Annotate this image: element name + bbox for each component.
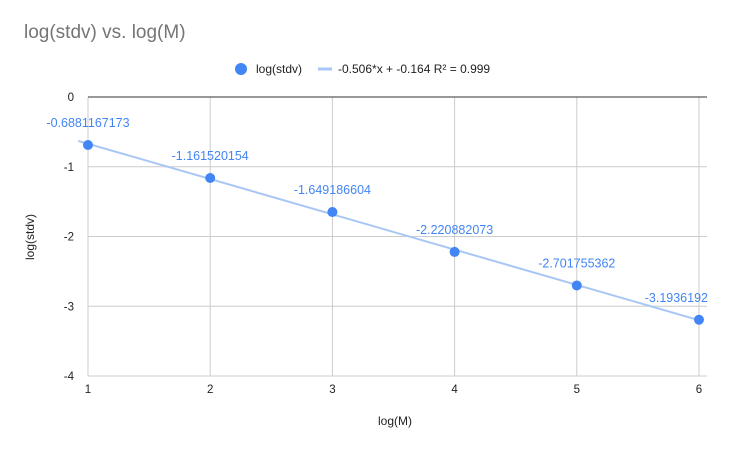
data-point[interactable] [327,207,338,218]
grid-lines [87,97,707,377]
tick-labels: 0 -1 -2 -3 -4 1 2 3 4 5 6 [64,92,702,396]
data-point[interactable] [205,173,216,184]
legend[interactable]: log(stdv) -0.506*x + -0.164 R² = 0.999 [235,62,490,76]
data-labels: -0.6881167173 -1.161520154 -1.649186604 -2.… [46,116,708,305]
y-tick-label: 0 [68,92,74,104]
data-points [83,139,704,325]
data-label: -1.649186604 [294,183,371,197]
legend-trend-label: -0.506*x + -0.164 R² = 0.999 [338,62,490,76]
data-label: -3.1936192 [645,291,708,305]
x-axis-label: log(M) [378,414,412,428]
data-label: -2.701755362 [538,256,615,270]
data-point[interactable] [83,139,93,150]
data-point[interactable] [694,314,704,325]
y-tick-label: -3 [64,301,74,313]
data-label: -2.220882073 [416,223,493,237]
data-label: -0.6881167173 [46,116,129,130]
trendline-group [77,139,702,322]
data-point[interactable] [449,246,460,257]
y-tick-label: -2 [64,232,74,244]
x-tick-label: 4 [451,384,458,396]
x-tick-label: 5 [574,384,580,396]
x-tick-label: 6 [696,384,702,396]
legend-series-marker [235,63,247,75]
x-tick-label: 1 [85,384,91,396]
y-axis-label: log(stdv) [23,214,37,260]
x-tick-label: 3 [329,384,335,396]
data-label: -1.161520154 [172,149,249,163]
y-tick-label: -1 [64,162,74,174]
legend-series-label: log(stdv) [256,62,302,76]
y-tick-label: -4 [64,371,75,383]
x-tick-label: 2 [207,384,213,396]
trendline [77,139,702,322]
chart-title: log(stdv) vs. log(M) [24,22,186,43]
data-point[interactable] [571,280,582,291]
